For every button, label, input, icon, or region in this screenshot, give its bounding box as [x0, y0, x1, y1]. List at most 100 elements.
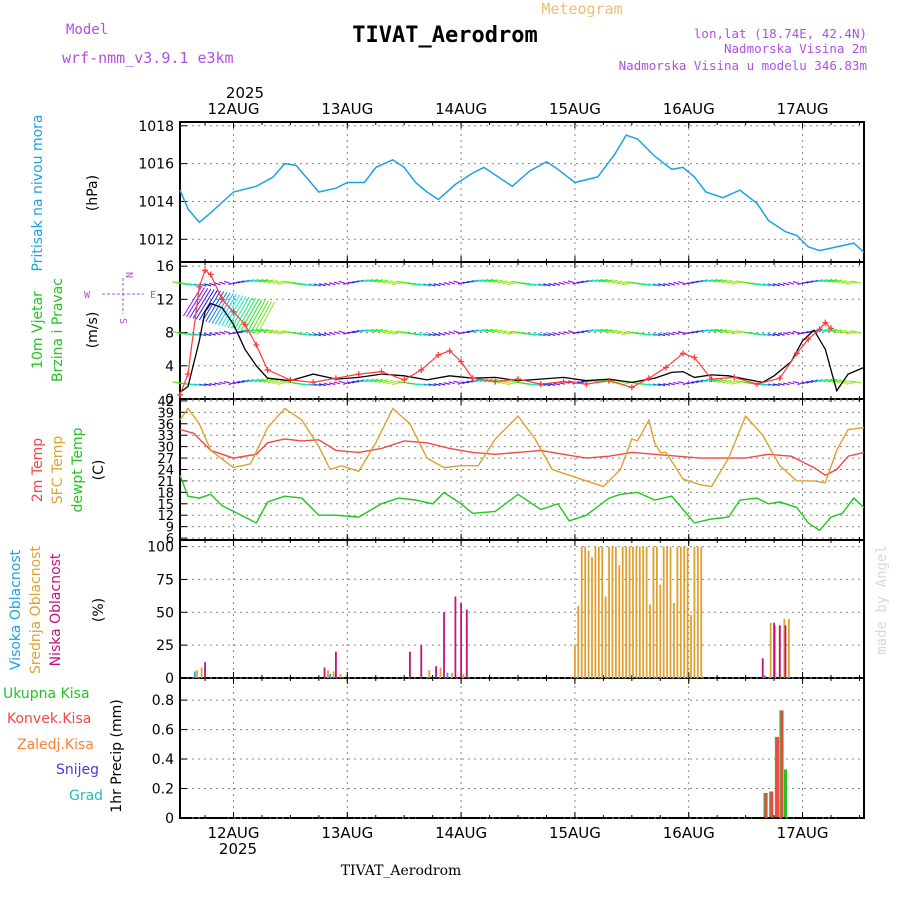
wind-panel: 10m Vjetar Brzina i Pravac (m/s) N E S W	[30, 267, 865, 398]
wind-barb	[237, 380, 245, 384]
precip-legend-hail: Grad	[69, 788, 103, 804]
wind-barb	[369, 279, 379, 283]
wind-barb	[553, 382, 561, 386]
wind-barb	[323, 332, 331, 336]
wind-barb	[193, 383, 202, 387]
wind-barb	[851, 330, 862, 334]
wind-barb	[642, 282, 651, 287]
wind-gust-marker	[731, 374, 738, 381]
precipitation-y-label: 0.8	[152, 693, 174, 709]
wind-barb	[382, 330, 393, 334]
top-date-label: 14AUG	[435, 100, 487, 118]
wind-gust-marker	[401, 376, 408, 383]
wind-barb	[673, 381, 680, 385]
cloud_cover-y-label: 100	[147, 540, 174, 556]
top-date-label: 12AUG	[208, 100, 260, 118]
wind-barb	[663, 383, 670, 386]
wind-barb	[272, 280, 283, 285]
wind-barb	[318, 383, 326, 386]
wind-barb	[806, 380, 814, 384]
wind-barb	[567, 330, 575, 334]
wind-barb	[762, 283, 771, 287]
wind-barb	[188, 383, 197, 386]
wind-barb	[448, 281, 455, 285]
temperature-y-label: 21	[157, 475, 174, 490]
wind-y-label: 8	[165, 326, 174, 342]
wind-barb	[797, 381, 804, 386]
wind-barb	[438, 332, 446, 336]
model-label: Model	[66, 22, 108, 38]
wind-barb	[457, 281, 465, 285]
wind-barb	[668, 382, 675, 386]
wind-barb	[392, 281, 403, 285]
wind-barb	[267, 379, 279, 384]
wind-barb	[806, 280, 814, 284]
wind-barb	[717, 329, 728, 333]
wind-y-label: 16	[156, 259, 174, 275]
temperature-panel: 2m Temp SFC Temp dewpt Temp (C)	[30, 407, 865, 532]
wind-barb	[700, 329, 709, 333]
wind-gust-marker	[537, 381, 544, 388]
wind-barb	[777, 332, 785, 336]
wind-barb	[328, 331, 336, 336]
wind-gust-marker	[418, 366, 425, 373]
wind-barb	[237, 297, 257, 331]
compass-west: W	[84, 290, 91, 301]
pressure-frame	[179, 121, 865, 263]
wind-barb	[308, 333, 317, 337]
wind-barb	[443, 382, 451, 385]
wind-barb	[663, 282, 671, 287]
wind-barb	[223, 280, 231, 284]
wind-gust-marker	[776, 375, 783, 382]
wind-barb	[254, 278, 264, 283]
wind-barb	[237, 280, 245, 284]
wind-barb	[471, 279, 479, 283]
precip-legend-total: Ukupna Kisa	[3, 686, 90, 702]
wind-barb	[717, 379, 728, 383]
wind-unit: (m/s)	[85, 312, 101, 349]
wind-barb	[756, 332, 766, 337]
wind-barb	[428, 333, 436, 337]
top-date-label: 17AUG	[777, 100, 829, 118]
lonlat-label: lon,lat (18.74E, 42.4N)	[694, 26, 867, 41]
wind-barb	[433, 383, 441, 386]
wind-barb	[479, 278, 489, 283]
wind-barb	[841, 280, 852, 284]
wind-barb	[338, 380, 345, 384]
wind-barb	[810, 279, 819, 283]
wind-gust-marker	[469, 375, 476, 382]
temperature-y-label: 42	[157, 395, 174, 410]
wind-barb	[673, 281, 680, 285]
cloud-axis-label-low: Niska Oblacnost	[48, 553, 64, 666]
cloud_cover-frame	[179, 539, 865, 679]
precip-convective-bar	[764, 792, 768, 818]
bottom-date-label: 17AUG	[777, 824, 829, 842]
wind-barb	[297, 282, 307, 286]
wind-barb	[810, 379, 819, 384]
temp-axis-label-t2: 2m Temp	[30, 438, 46, 502]
bottom-date-label: 15AUG	[549, 824, 601, 842]
temperature-y-label: 33	[157, 429, 174, 444]
wind-barb	[827, 378, 838, 383]
wind-barb	[253, 301, 272, 335]
wind-barb	[198, 289, 218, 321]
wind-barb	[668, 282, 675, 286]
wind-barb	[652, 383, 661, 387]
wind-barb	[636, 332, 647, 336]
wind-barb	[527, 282, 537, 287]
wind-barb	[318, 283, 326, 287]
wind-axis-label-1: 10m Vjetar	[30, 291, 46, 369]
wind-barb	[567, 280, 575, 284]
wind-barb	[254, 378, 264, 383]
wind-barb	[258, 279, 269, 283]
wind-barb	[369, 378, 379, 383]
bottom-date-label: 12AUG	[208, 824, 260, 842]
model-name: wrf-nmm_v3.9.1 e3km	[62, 49, 234, 67]
wind-barb	[240, 298, 260, 332]
wind-barb	[636, 282, 647, 286]
wind-barb	[387, 380, 398, 385]
wind-barb	[836, 379, 847, 384]
temp-axis-label-sfc: SFC Temp	[50, 436, 66, 505]
pressure-axis-label: Pritisak na nivou mora	[30, 114, 46, 271]
wind-barb	[497, 330, 508, 334]
